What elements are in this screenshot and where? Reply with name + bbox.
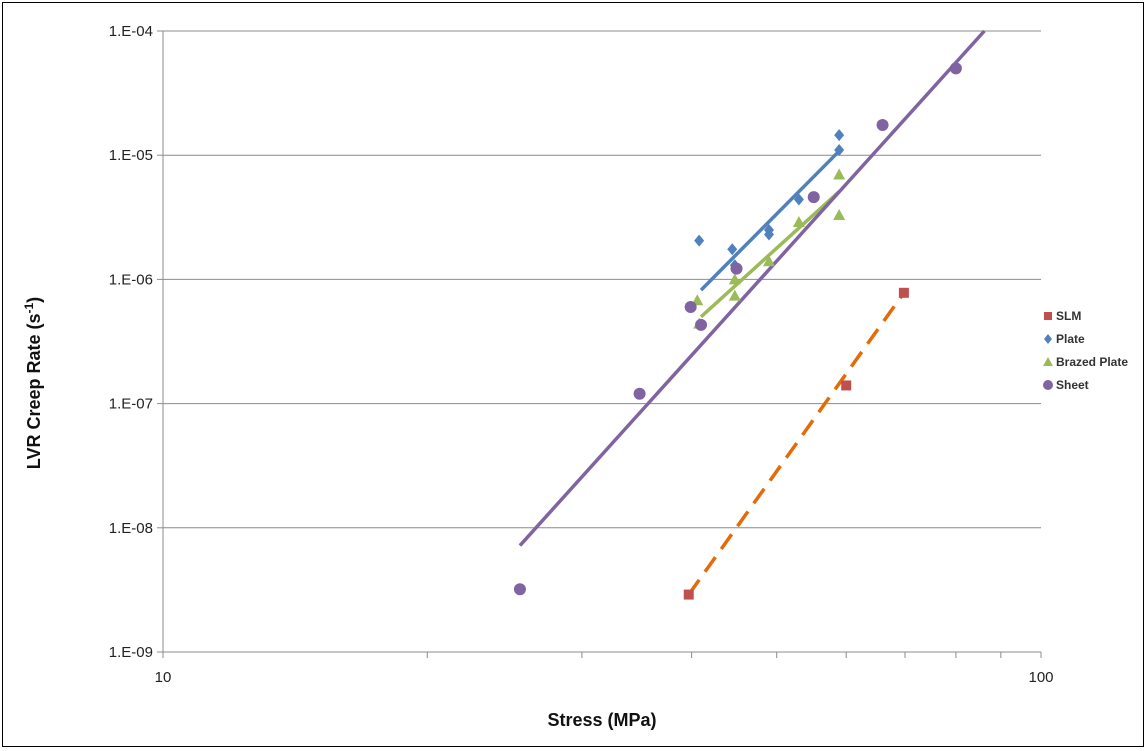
plate-point (763, 228, 774, 241)
axes (157, 30, 1042, 658)
brazed-plate-point (833, 168, 846, 180)
slm-point (841, 380, 852, 391)
legend-marker-sheet (1043, 380, 1053, 390)
brazed-plate-point (833, 209, 846, 221)
y-tick-label: 1.E-05 (109, 147, 153, 164)
slm-point (683, 589, 694, 600)
plate-point (727, 243, 738, 256)
plate-point (694, 234, 705, 247)
sheet-point (513, 583, 526, 596)
sheet-point (695, 318, 708, 331)
y-tick-labels: 1.E-09 1.E-08 1.E-07 1.E-06 1.E-05 1.E-04 (109, 23, 153, 661)
brazed-plate-point (792, 215, 805, 227)
y-tick-label: 1.E-04 (109, 23, 153, 40)
legend-marker-brazed-plate (1043, 357, 1053, 366)
y-tick-label: 1.E-06 (109, 271, 153, 288)
x-tick-label: 10 (155, 669, 172, 686)
plate-trendline (699, 149, 841, 292)
x-axis-title: Stress (MPa) (547, 710, 656, 730)
y-axis-title-end: ) (24, 297, 44, 303)
legend: SLM Plate Brazed Plate Sheet (1043, 309, 1128, 392)
legend-marker-plate (1044, 334, 1052, 344)
sheet-trendline (518, 29, 986, 547)
plate-point (793, 193, 804, 206)
brazed-plate-trendline (699, 190, 841, 319)
sheet-point (633, 387, 646, 400)
slm-trendline (687, 291, 906, 596)
slm-point (898, 287, 909, 298)
trendlines (518, 29, 986, 596)
y-tick-label: 1.E-09 (109, 644, 153, 661)
sheet-point (730, 262, 743, 275)
y-axis-title-sup: -1 (22, 302, 36, 313)
sheet-point (807, 191, 820, 204)
y-tick-label: 1.E-08 (109, 520, 153, 537)
plate-point (834, 129, 845, 142)
brazed-plate-point (762, 255, 775, 267)
y-tick-label: 1.E-07 (109, 396, 153, 413)
legend-label-sheet: Sheet (1056, 378, 1089, 392)
y-axis-title-base: LVR Creep Rate (s (24, 313, 44, 469)
brazed-plate-point (728, 289, 741, 301)
legend-label-slm: SLM (1056, 309, 1081, 323)
plate-point (834, 144, 845, 157)
gridlines (163, 30, 1041, 529)
legend-label-plate: Plate (1056, 332, 1085, 346)
brazed-plate-point (728, 273, 741, 285)
legend-marker-slm (1044, 312, 1052, 320)
x-tick-labels: 10 100 (155, 669, 1054, 686)
legend-label-brazed-plate: Brazed Plate (1056, 355, 1128, 369)
x-tick-label: 100 (1028, 669, 1053, 686)
sheet-point (876, 119, 889, 132)
sheet-point (949, 62, 962, 75)
sheet-point (684, 300, 697, 313)
data-points (513, 62, 962, 600)
y-axis-title: LVR Creep Rate (s-1) (22, 297, 44, 469)
